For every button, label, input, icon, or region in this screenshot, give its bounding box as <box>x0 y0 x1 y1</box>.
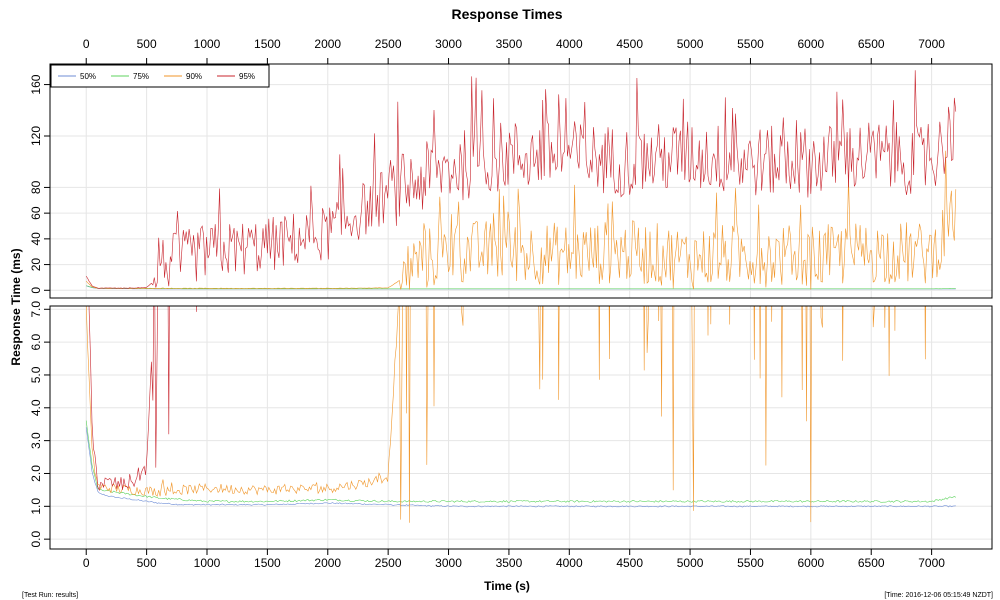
x-tick-label: 3500 <box>496 37 523 51</box>
x-tick-label: 0 <box>83 37 90 51</box>
chart-title: Response Times <box>451 6 562 22</box>
x-tick-label: 6500 <box>858 37 885 51</box>
grid <box>50 64 992 298</box>
x-tick-label: 5500 <box>737 556 764 570</box>
x-tick-label: 3500 <box>496 556 523 570</box>
legend-box <box>50 64 270 88</box>
y-tick-label: 160 <box>29 74 43 94</box>
x-tick-label: 6000 <box>797 37 824 51</box>
y-tick-label: 60 <box>29 206 43 220</box>
y-tick-label: 1.0 <box>29 498 43 515</box>
x-tick-label: 5000 <box>677 37 704 51</box>
y-tick-label: 0.0 <box>29 530 43 547</box>
x-tick-label: 500 <box>137 556 157 570</box>
x-tick-label: 6500 <box>858 556 885 570</box>
footer-timestamp: [Time: 2016-12-06 05:15:49 NZDT] <box>884 592 993 599</box>
legend-label: 50% <box>80 72 96 81</box>
y-tick-label: 3.0 <box>29 432 43 449</box>
x-tick-label: 2500 <box>375 37 402 51</box>
x-tick-label: 0 <box>83 556 90 570</box>
x-tick-label: 6000 <box>797 556 824 570</box>
x-tick-label: 4500 <box>616 37 643 51</box>
x-tick-label: 500 <box>137 37 157 51</box>
y-tick-label: 6.0 <box>29 333 43 350</box>
legend-label: 95% <box>239 72 255 81</box>
x-tick-label: 2000 <box>314 37 341 51</box>
bottom-panel: 0.0 1.0 2.0 3.0 4.0 5.0 6.0 7.0 0 500 1000 1500 2000… <box>29 301 993 570</box>
y-tick-label: 0 <box>29 287 43 294</box>
series-line-2 <box>85 150 957 290</box>
y-axis-label: Response Time (ms) <box>9 248 23 365</box>
x-tick-label: 2500 <box>375 556 402 570</box>
x-tick-label: 5500 <box>737 37 764 51</box>
grid <box>50 306 992 549</box>
x-tick-label: 1500 <box>254 556 281 570</box>
y-tick-label: 2.0 <box>29 465 43 482</box>
x-tick-label: 5000 <box>677 556 704 570</box>
top-panel: 0 20 40 60 80 120 160 0 500 1000 1500 2000 2500 3000 3… <box>29 37 993 299</box>
y-tick-label: 20 <box>29 258 43 272</box>
x-tick-label: 1500 <box>254 37 281 51</box>
y-tick-label: 7.0 <box>29 301 43 318</box>
series-line-0 <box>85 427 956 508</box>
x-tick-label: 4000 <box>556 556 583 570</box>
x-tick-label: 3000 <box>435 556 462 570</box>
x-tick-label: 7000 <box>918 37 945 51</box>
x-tick-label: 7000 <box>918 556 945 570</box>
x-tick-label: 1000 <box>194 556 221 570</box>
legend-label: 75% <box>133 72 149 81</box>
x-tick-label: 1000 <box>194 37 221 51</box>
x-axis-label: Time (s) <box>484 579 530 593</box>
legend-label: 90% <box>186 72 202 81</box>
x-tick-label: 4500 <box>616 556 643 570</box>
footer-test-run: [Test Run: results] <box>22 592 78 599</box>
series-line-3 <box>85 70 957 289</box>
x-tick-label: 4000 <box>556 37 583 51</box>
y-tick-label: 40 <box>29 232 43 246</box>
y-tick-label: 120 <box>29 126 43 146</box>
y-tick-label: 5.0 <box>29 366 43 383</box>
series-line-1 <box>85 420 956 503</box>
plot-frame <box>49 305 993 550</box>
y-tick-label: 80 <box>29 180 43 194</box>
series-line-2 <box>85 306 926 523</box>
plot-frame <box>49 63 993 299</box>
y-tick-label: 4.0 <box>29 399 43 416</box>
legend: 50% 75% 90% 95% <box>50 64 270 88</box>
x-tick-label: 3000 <box>435 37 462 51</box>
x-tick-label: 2000 <box>314 556 341 570</box>
